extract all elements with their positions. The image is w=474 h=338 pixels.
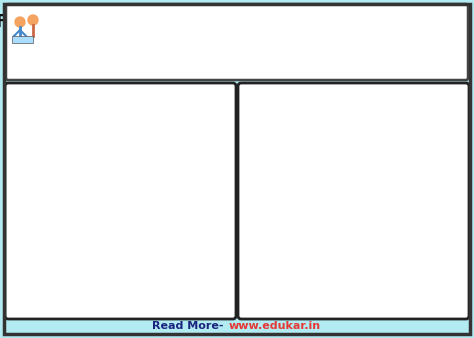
- Text: Examples of nucleophiles include anions,: Examples of nucleophiles include anions,: [255, 214, 461, 224]
- FancyBboxPatch shape: [5, 83, 236, 319]
- Text: Examples of electrophiles include: Examples of electrophiles include: [22, 214, 190, 224]
- Text: Education Kar: Education Kar: [42, 53, 91, 59]
- FancyBboxPatch shape: [12, 35, 34, 43]
- Text: ELECTROPHILE: ELECTROPHILE: [160, 45, 293, 59]
- Text: of high electron density.: of high electron density.: [22, 199, 142, 210]
- Text: Nucleophiles are electron-rich species: Nucleophiles are electron-rich species: [255, 112, 445, 122]
- Text: •: •: [247, 156, 254, 166]
- Text: Kar: Kar: [62, 32, 91, 48]
- Text: Electrophiles are attracted to regions: Electrophiles are attracted to regions: [22, 190, 208, 200]
- Text: AND: AND: [268, 45, 319, 59]
- Text: •: •: [247, 112, 254, 122]
- Circle shape: [28, 15, 38, 25]
- Text: NUCLEOPHILE: NUCLEOPHILE: [285, 90, 421, 108]
- Text: www.edukar.in: www.edukar.in: [229, 321, 321, 331]
- Text: •: •: [247, 214, 254, 224]
- Circle shape: [15, 17, 25, 27]
- Text: •: •: [14, 112, 20, 122]
- Text: •: •: [14, 214, 20, 224]
- Text: that have a tendency to donate an: that have a tendency to donate an: [255, 122, 428, 132]
- Text: accept an electron pair from other: accept an electron pair from other: [22, 131, 193, 142]
- Text: •: •: [14, 156, 20, 166]
- Text: molecules.: molecules.: [255, 141, 309, 151]
- Text: and positively charged metal ions.: and positively charged metal ions.: [22, 233, 194, 243]
- Text: atoms or molecules.: atoms or molecules.: [22, 141, 123, 151]
- Text: Read More-: Read More-: [152, 321, 227, 331]
- Text: NUCLEOPHILE: NUCLEOPHILE: [300, 45, 426, 59]
- Text: Nucleophiles have a negative or partial: Nucleophiles have a negative or partial: [255, 156, 452, 166]
- Text: nitrogen atoms, and pi bonds in: nitrogen atoms, and pi bonds in: [255, 233, 414, 243]
- Text: ELECTROPHILE: ELECTROPHILE: [48, 90, 193, 108]
- Text: partial positive charge, or they have: partial positive charge, or they have: [22, 166, 203, 175]
- Text: Nucleophiles are attracted to regions of: Nucleophiles are attracted to regions of: [255, 190, 453, 200]
- FancyBboxPatch shape: [238, 83, 469, 319]
- Text: of electrons.: of electrons.: [255, 175, 317, 185]
- Text: Edu: Edu: [42, 32, 73, 48]
- Text: carbocations, carbonyl compounds,: carbocations, carbonyl compounds,: [22, 223, 200, 234]
- Text: lone pairs of electrons on oxygen and: lone pairs of electrons on oxygen and: [255, 223, 443, 234]
- Text: unsaturated compounds.: unsaturated compounds.: [255, 243, 380, 253]
- Text: electron pair to other atoms or: electron pair to other atoms or: [255, 131, 408, 142]
- Text: an incomplete octet.: an incomplete octet.: [22, 175, 125, 185]
- Text: •: •: [247, 190, 254, 200]
- Text: negative charge, or they have a lone pair: negative charge, or they have a lone pai…: [255, 166, 462, 175]
- Text: low electron density.: low electron density.: [255, 199, 357, 210]
- Text: •: •: [14, 190, 20, 200]
- Text: DIFFERENCE BETWEEN: DIFFERENCE BETWEEN: [0, 13, 202, 31]
- Text: Electrophiles have a positive or: Electrophiles have a positive or: [22, 156, 179, 166]
- FancyBboxPatch shape: [6, 4, 468, 80]
- Text: species that have a tendency to: species that have a tendency to: [22, 122, 182, 132]
- Text: Electrophiles are electron-deficient: Electrophiles are electron-deficient: [22, 112, 197, 122]
